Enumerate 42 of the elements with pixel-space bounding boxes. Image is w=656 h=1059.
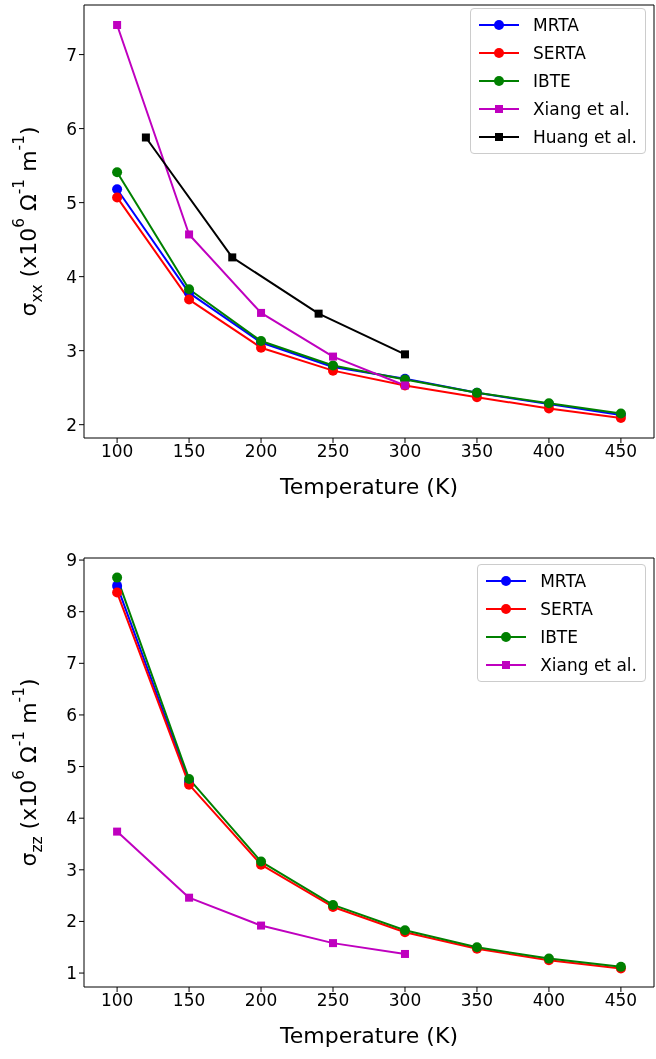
- y-tick-label: 3: [66, 340, 77, 361]
- y-tick-label: 5: [66, 192, 77, 213]
- x-tick-label: 200: [244, 441, 278, 462]
- x-tick-label: 350: [460, 990, 494, 1011]
- y-tick-label: 7: [66, 653, 77, 674]
- x-tick-label: 150: [172, 990, 206, 1011]
- legend-label: MRTA: [532, 15, 579, 35]
- x-tick-label: 400: [532, 441, 566, 462]
- x-tick-label: 450: [604, 441, 638, 462]
- y-tick-label: 3: [66, 859, 77, 880]
- x-tick-label: 250: [316, 990, 350, 1011]
- y-tick-label: 6: [66, 704, 77, 725]
- x-tick-label: 100: [100, 441, 134, 462]
- legend-label: MRTA: [540, 571, 587, 591]
- x-tick-label: 250: [316, 441, 350, 462]
- x-axis-title: Temperature (K): [279, 1023, 458, 1048]
- y-tick-label: 8: [66, 601, 77, 622]
- x-tick-label: 450: [604, 990, 638, 1011]
- y-tick-label: 5: [66, 756, 77, 777]
- y-tick-label: 6: [66, 118, 77, 139]
- y-tick-label: 4: [66, 808, 77, 829]
- x-axis-title: Temperature (K): [279, 474, 458, 499]
- x-tick-label: 200: [244, 990, 278, 1011]
- x-tick-label: 350: [460, 441, 494, 462]
- x-tick-label: 400: [532, 990, 566, 1011]
- y-tick-label: 2: [66, 414, 77, 435]
- y-tick-label: 1: [66, 963, 77, 984]
- legend-label: SERTA: [532, 43, 586, 63]
- x-tick-label: 300: [388, 990, 422, 1011]
- y-tick-label: 9: [66, 550, 77, 571]
- x-tick-label: 100: [100, 990, 134, 1011]
- x-tick-label: 150: [172, 441, 206, 462]
- legend-label: Xiang et al.: [540, 655, 637, 675]
- y-tick-label: 4: [66, 266, 77, 287]
- legend-label: Huang et al.: [532, 127, 637, 147]
- y-tick-label: 2: [66, 911, 77, 932]
- x-tick-label: 300: [388, 441, 422, 462]
- legend-label: IBTE: [532, 71, 571, 91]
- legend-label: SERTA: [540, 599, 593, 619]
- y-tick-label: 7: [66, 44, 77, 65]
- legend-label: Xiang et al.: [532, 99, 630, 119]
- legend-label: IBTE: [540, 627, 578, 647]
